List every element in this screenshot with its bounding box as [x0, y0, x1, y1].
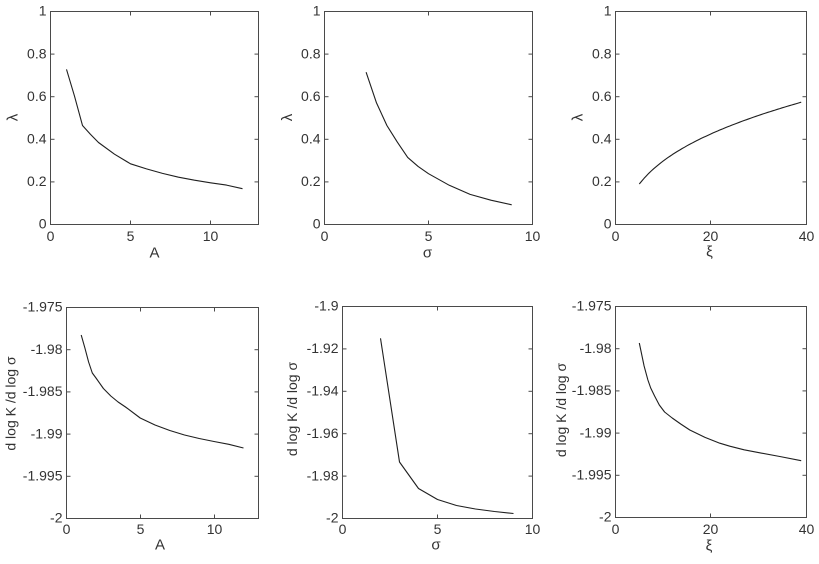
svg-text:d log K /d log σ: d log K /d log σ — [3, 356, 19, 451]
svg-text:0: 0 — [612, 228, 620, 244]
svg-text:10: 10 — [525, 228, 541, 244]
svg-text:10: 10 — [525, 521, 541, 537]
svg-text:0.2: 0.2 — [27, 173, 47, 189]
svg-text:-1.99: -1.99 — [31, 425, 63, 441]
svg-text:ξ: ξ — [706, 244, 713, 261]
svg-text:1: 1 — [313, 3, 321, 19]
svg-text:0: 0 — [321, 228, 329, 244]
svg-text:-1.99: -1.99 — [580, 424, 612, 440]
svg-text:1: 1 — [39, 3, 47, 19]
svg-text:-1.96: -1.96 — [307, 425, 339, 441]
svg-text:0: 0 — [63, 521, 71, 537]
svg-text:-1.995: -1.995 — [23, 468, 63, 484]
svg-text:0.6: 0.6 — [592, 88, 612, 104]
svg-text:5: 5 — [434, 521, 442, 537]
svg-text:5: 5 — [137, 521, 145, 537]
svg-text:0.6: 0.6 — [301, 88, 321, 104]
svg-text:λ: λ — [570, 113, 587, 121]
svg-text:0.4: 0.4 — [301, 131, 321, 147]
svg-text:10: 10 — [203, 228, 219, 244]
svg-text:40: 40 — [799, 521, 815, 537]
svg-text:-1.94: -1.94 — [307, 383, 339, 399]
svg-text:40: 40 — [799, 228, 815, 244]
svg-text:-1.98: -1.98 — [307, 467, 339, 483]
svg-text:0: 0 — [339, 521, 347, 537]
svg-text:A: A — [155, 537, 165, 554]
svg-text:d log K /d log σ: d log K /d log σ — [284, 362, 300, 457]
svg-text:0: 0 — [313, 216, 321, 232]
svg-text:σ: σ — [423, 245, 433, 262]
svg-text:-2: -2 — [599, 509, 612, 525]
svg-text:0.6: 0.6 — [27, 88, 47, 104]
svg-text:-1.975: -1.975 — [23, 299, 63, 315]
svg-text:0.4: 0.4 — [592, 131, 612, 147]
svg-text:20: 20 — [703, 228, 719, 244]
svg-text:-1.98: -1.98 — [31, 341, 63, 357]
svg-text:ξ: ξ — [706, 538, 713, 555]
svg-text:0: 0 — [604, 216, 612, 232]
svg-text:0.2: 0.2 — [592, 173, 612, 189]
svg-text:10: 10 — [207, 521, 223, 537]
svg-text:0: 0 — [612, 521, 620, 537]
svg-text:-1.98: -1.98 — [580, 340, 612, 356]
svg-text:d log K /d log σ: d log K /d log σ — [553, 363, 569, 458]
svg-text:0.8: 0.8 — [592, 45, 612, 61]
svg-text:A: A — [149, 245, 159, 262]
svg-text:-1.975: -1.975 — [572, 298, 612, 314]
svg-text:0.8: 0.8 — [301, 45, 321, 61]
svg-text:-1.985: -1.985 — [572, 382, 612, 398]
svg-text:0: 0 — [47, 228, 55, 244]
svg-text:0.8: 0.8 — [27, 45, 47, 61]
svg-text:0.2: 0.2 — [301, 173, 321, 189]
svg-text:5: 5 — [127, 228, 135, 244]
svg-text:λ: λ — [5, 113, 22, 121]
svg-text:-1.995: -1.995 — [572, 467, 612, 483]
svg-text:-1.9: -1.9 — [314, 298, 338, 314]
svg-text:5: 5 — [425, 228, 433, 244]
svg-text:σ: σ — [431, 537, 441, 554]
svg-text:λ: λ — [279, 113, 296, 121]
svg-text:-2: -2 — [50, 510, 63, 526]
svg-text:0.4: 0.4 — [27, 131, 47, 147]
svg-text:1: 1 — [604, 3, 612, 19]
svg-text:0: 0 — [39, 216, 47, 232]
svg-text:-2: -2 — [326, 510, 339, 526]
svg-text:-1.92: -1.92 — [307, 340, 339, 356]
svg-text:20: 20 — [703, 521, 719, 537]
svg-text:-1.985: -1.985 — [23, 383, 63, 399]
